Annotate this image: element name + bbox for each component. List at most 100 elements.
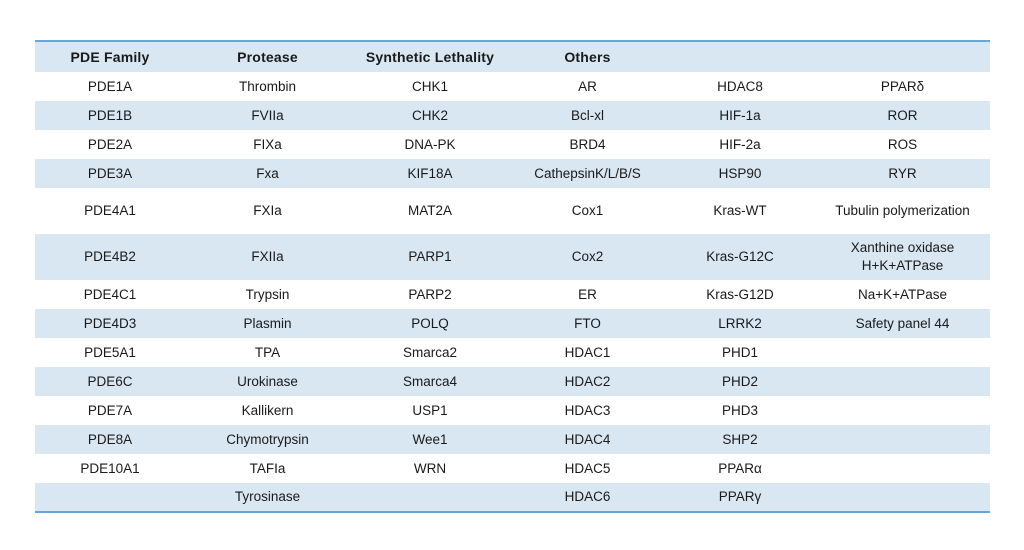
- table-row: PDE4B2 FXIIa PARP1 Cox2 Kras-G12C Xanthine ox…: [35, 234, 990, 280]
- table-cell: HDAC6: [564, 489, 611, 505]
- table-row: PDE2A FIXa DNA-PK BRD4 HIF-2a ROS: [35, 130, 990, 159]
- table-cell: TAFIa: [249, 460, 286, 476]
- table-cell: [350, 483, 510, 512]
- table-cell: PHD1: [721, 344, 758, 360]
- table-cell: Wee1: [412, 431, 448, 447]
- table-cell: PARP2: [408, 286, 452, 302]
- table-cell: PDE4D3: [83, 315, 137, 331]
- table-row: PDE10A1 TAFIa WRN HDAC5 PPARα: [35, 454, 990, 483]
- table-row: PDE1B FVIIa CHK2 Bcl-xl HIF-1a ROR: [35, 101, 990, 130]
- table-cell: USP1: [412, 402, 448, 418]
- column-header-pde-family: PDE Family: [70, 49, 150, 65]
- table-cell: Fxa: [256, 165, 279, 181]
- table-cell: AR: [578, 78, 597, 94]
- table-cell: FTO: [574, 315, 601, 331]
- table-cell: Tubulin polymerization: [835, 203, 970, 219]
- column-header-synthetic-lethality: Synthetic Lethality: [365, 49, 495, 65]
- table-cell: ROS: [887, 136, 918, 152]
- table-cell: HDAC4: [564, 431, 611, 447]
- table-cell: PDE1B: [87, 107, 133, 123]
- drug-target-table-container: PDE Family Protease Synthetic Lethality Oth…: [35, 40, 990, 513]
- table-cell: HDAC8: [717, 78, 763, 94]
- table-cell: Na+K+ATPase: [857, 286, 948, 302]
- table-cell: PDE4A1: [84, 203, 136, 219]
- table-cell: PDE7A: [87, 402, 133, 418]
- table-cell: PDE10A1: [80, 460, 140, 476]
- table-cell: FXIa: [253, 203, 282, 219]
- table-cell: Thrombin: [238, 78, 297, 94]
- table-cell: PDE4B2: [84, 249, 136, 265]
- table-cell: TPA: [254, 344, 281, 360]
- table-cell: Cox2: [571, 249, 604, 265]
- table-cell: PDE8A: [87, 431, 133, 447]
- table-cell: HDAC1: [564, 344, 611, 360]
- table-cell: Plasmin: [243, 315, 292, 331]
- table-cell: PDE6C: [87, 373, 133, 389]
- table-header: PDE Family Protease Synthetic Lethality Oth…: [35, 41, 990, 72]
- table-cell: PPARα: [718, 460, 762, 476]
- table-cell: PPARδ: [880, 78, 925, 94]
- table-cell: Smarca4: [402, 373, 458, 389]
- header-row: PDE Family Protease Synthetic Lethality Oth…: [35, 41, 990, 72]
- table-cell: Safety panel 44: [855, 315, 950, 331]
- table-cell: PDE1A: [87, 78, 133, 94]
- table-row: PDE4A1 FXIa MAT2A Cox1 Kras-WT Tubulin polyme…: [35, 188, 990, 234]
- table-cell: HIF-2a: [719, 136, 761, 152]
- table-cell: DNA-PK: [404, 136, 456, 152]
- table-cell: [35, 483, 185, 512]
- table-row: PDE4C1 Trypsin PARP2 ER Kras-G12D Na+K+ATPase: [35, 280, 990, 309]
- table-cell: FIXa: [253, 136, 282, 152]
- table-cell: Chymotrypsin: [226, 431, 309, 447]
- table-cell: KIF18A: [407, 165, 453, 181]
- table-cell: PDE5A1: [84, 344, 136, 360]
- table-cell: Smarca2: [402, 344, 458, 360]
- table-cell: PDE4C1: [83, 286, 137, 302]
- table-cell: CHK2: [411, 107, 448, 123]
- table-cell: PHD3: [721, 402, 758, 418]
- table-cell: Kras-G12C: [706, 249, 774, 265]
- table-cell: Cox1: [571, 203, 604, 219]
- table-cell: CathepsinK/L/B/S: [534, 165, 641, 181]
- table-cell: POLQ: [411, 315, 449, 331]
- column-header-protease: Protease: [237, 49, 298, 65]
- table-cell: [815, 483, 990, 512]
- table-cell: PHD2: [721, 373, 758, 389]
- table-row: PDE3A Fxa KIF18A CathepsinK/L/B/S HSP90 RYR: [35, 159, 990, 188]
- table-cell: FVIIa: [251, 107, 284, 123]
- table-body: PDE1A Thrombin CHK1 AR HDAC8 PPARδ PDE1B FVIIa C…: [35, 72, 990, 512]
- table-cell: ER: [578, 286, 597, 302]
- table-cell: Kallikern: [241, 402, 294, 418]
- table-cell: WRN: [413, 460, 447, 476]
- table-cell: Bcl-xl: [571, 107, 604, 123]
- table-cell: FXIIa: [251, 249, 284, 265]
- table-cell: HDAC5: [564, 460, 611, 476]
- column-header-others: Others: [564, 49, 611, 65]
- table-cell: SHP2: [722, 431, 758, 447]
- table-row: Tyrosinase HDAC6 PPARγ: [35, 483, 990, 512]
- column-header-blank: [815, 41, 990, 72]
- table-cell: [815, 367, 990, 396]
- table-cell: LRRK2: [718, 315, 762, 331]
- table-cell: PDE3A: [87, 165, 133, 181]
- table-cell: ROR: [887, 107, 918, 123]
- table-row: PDE8A Chymotrypsin Wee1 HDAC4 SHP2: [35, 425, 990, 454]
- table-cell: Kras-G12D: [706, 286, 774, 302]
- table-cell: Kras-WT: [713, 203, 767, 219]
- table-cell: Xanthine oxidase H+K+ATPase: [850, 240, 955, 273]
- table-cell: HIF-1a: [719, 107, 761, 123]
- table-cell: [815, 454, 990, 483]
- table-row: PDE7A Kallikern USP1 HDAC3 PHD3: [35, 396, 990, 425]
- table-cell: MAT2A: [407, 203, 452, 219]
- table-cell: CHK1: [411, 78, 448, 94]
- table-cell: RYR: [888, 165, 917, 181]
- table-row: PDE5A1 TPA Smarca2 HDAC1 PHD1: [35, 338, 990, 367]
- table-cell: [815, 338, 990, 367]
- table-cell: HDAC2: [564, 373, 611, 389]
- table-cell: PARP1: [408, 249, 452, 265]
- table-row: PDE1A Thrombin CHK1 AR HDAC8 PPARδ: [35, 72, 990, 101]
- table-cell: [815, 425, 990, 454]
- table-row: PDE6C Urokinase Smarca4 HDAC2 PHD2: [35, 367, 990, 396]
- table-row: PDE4D3 Plasmin POLQ FTO LRRK2 Safety panel 44: [35, 309, 990, 338]
- table-cell: Tyrosinase: [234, 489, 301, 505]
